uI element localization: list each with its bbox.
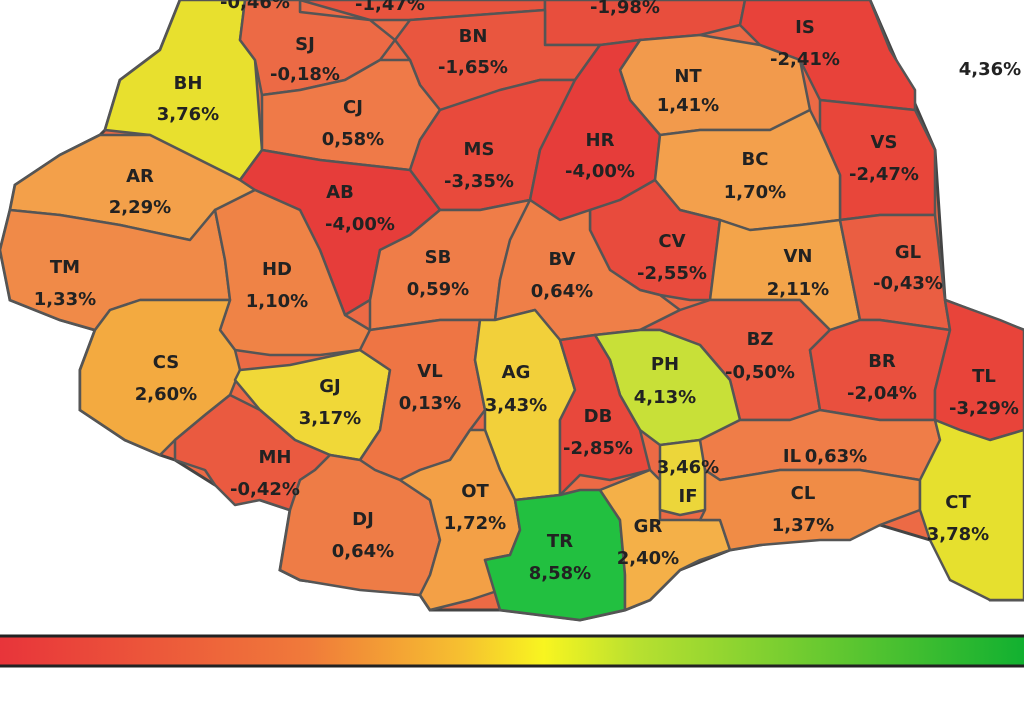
county-code: AG bbox=[502, 362, 531, 383]
county bbox=[558, 333, 652, 497]
county-code: CS bbox=[153, 352, 180, 373]
county-code: BR bbox=[868, 351, 896, 372]
county bbox=[483, 488, 627, 622]
county-value: -2,04% bbox=[847, 383, 917, 404]
county-code: CJ bbox=[343, 97, 363, 118]
county-value: -0,46% bbox=[220, 0, 290, 13]
county-code: SJ bbox=[295, 34, 315, 55]
county-value: -2,85% bbox=[563, 438, 633, 459]
county-value: -0,42% bbox=[230, 479, 300, 500]
county-value: -1,65% bbox=[438, 57, 508, 78]
county-value: 1,37% bbox=[772, 515, 834, 536]
county-code: CT bbox=[945, 492, 971, 513]
county-value: -4,00% bbox=[325, 214, 395, 235]
county-value: 2,40% bbox=[617, 548, 679, 569]
county bbox=[698, 468, 922, 552]
county bbox=[78, 298, 242, 457]
outside-label: 4,36% bbox=[959, 59, 1021, 80]
county-value: 1,10% bbox=[246, 291, 308, 312]
county-code: GJ bbox=[319, 376, 340, 397]
county-code: HD bbox=[262, 259, 292, 280]
county-value: 0,64% bbox=[332, 541, 394, 562]
county-value: 1,72% bbox=[444, 513, 506, 534]
county-code: DJ bbox=[352, 509, 374, 530]
county-value: -0,18% bbox=[270, 64, 340, 85]
county-value: 2,60% bbox=[135, 384, 197, 405]
county-code: IS bbox=[795, 17, 815, 38]
county-value: 2,11% bbox=[767, 279, 829, 300]
county-value: 3,76% bbox=[157, 104, 219, 125]
county-code: CL bbox=[791, 483, 816, 504]
county-value: -3,29% bbox=[949, 398, 1019, 419]
county-value: 0,58% bbox=[322, 129, 384, 150]
county-value: 4,13% bbox=[634, 387, 696, 408]
county-code: AB bbox=[326, 182, 354, 203]
county-code: AR bbox=[126, 166, 154, 187]
county-code: MH bbox=[259, 447, 292, 468]
county-code: HR bbox=[586, 130, 615, 151]
county-value: 0,13% bbox=[399, 393, 461, 414]
county-value: 3,78% bbox=[927, 524, 989, 545]
county-code: SB bbox=[425, 247, 452, 268]
county-code: BV bbox=[549, 249, 576, 270]
county-code: VL bbox=[417, 361, 442, 382]
county-code: VN bbox=[784, 246, 813, 267]
county bbox=[173, 393, 332, 512]
county-code: IL bbox=[783, 446, 801, 467]
county-value: 8,58% bbox=[529, 563, 591, 584]
county-value: -2,47% bbox=[849, 164, 919, 185]
county-value: 0,64% bbox=[531, 281, 593, 302]
county-code: TL bbox=[972, 366, 996, 387]
county-value: -2,55% bbox=[637, 263, 707, 284]
county-code: NT bbox=[674, 66, 702, 87]
county-code: TR bbox=[547, 531, 573, 552]
county-value: 3,17% bbox=[299, 408, 361, 429]
county-code: BN bbox=[459, 26, 488, 47]
county-code: GL bbox=[895, 242, 921, 263]
county-code: VS bbox=[871, 132, 898, 153]
county-value: 1,33% bbox=[34, 289, 96, 310]
county-code: CV bbox=[658, 231, 685, 252]
county-value: -1,47% bbox=[355, 0, 425, 15]
county-value: 3,46% bbox=[657, 457, 719, 478]
color-scale bbox=[0, 634, 1024, 668]
county-value: 2,29% bbox=[109, 197, 171, 218]
county-code: OT bbox=[461, 481, 489, 502]
county-code: MS bbox=[464, 139, 495, 160]
county-code: PH bbox=[651, 354, 679, 375]
county-value: 1,41% bbox=[657, 95, 719, 116]
regions: -0,46% -1,47% -1,98% BN -1,65% IS -2,41% NT 1,41… bbox=[0, 0, 1024, 622]
county-value: 1,70% bbox=[724, 182, 786, 203]
county-code: BH bbox=[174, 73, 203, 94]
county-value: -0,43% bbox=[873, 273, 943, 294]
county-value: -4,00% bbox=[565, 161, 635, 182]
county-value: 3,43% bbox=[485, 395, 547, 416]
county-code: DB bbox=[584, 406, 613, 427]
county bbox=[918, 418, 1024, 602]
county-value: -3,35% bbox=[444, 171, 514, 192]
county-value: -0,50% bbox=[725, 362, 795, 383]
county-code: GR bbox=[634, 516, 663, 537]
county-value: 0,59% bbox=[407, 279, 469, 300]
county-value: 0,63% bbox=[805, 446, 867, 467]
county-code: BZ bbox=[747, 329, 774, 350]
county-code: TM bbox=[50, 257, 80, 278]
county-value: -2,41% bbox=[770, 49, 840, 70]
county-code: BC bbox=[742, 149, 769, 170]
county-code: IF bbox=[679, 486, 698, 507]
county-value: -1,98% bbox=[590, 0, 660, 18]
